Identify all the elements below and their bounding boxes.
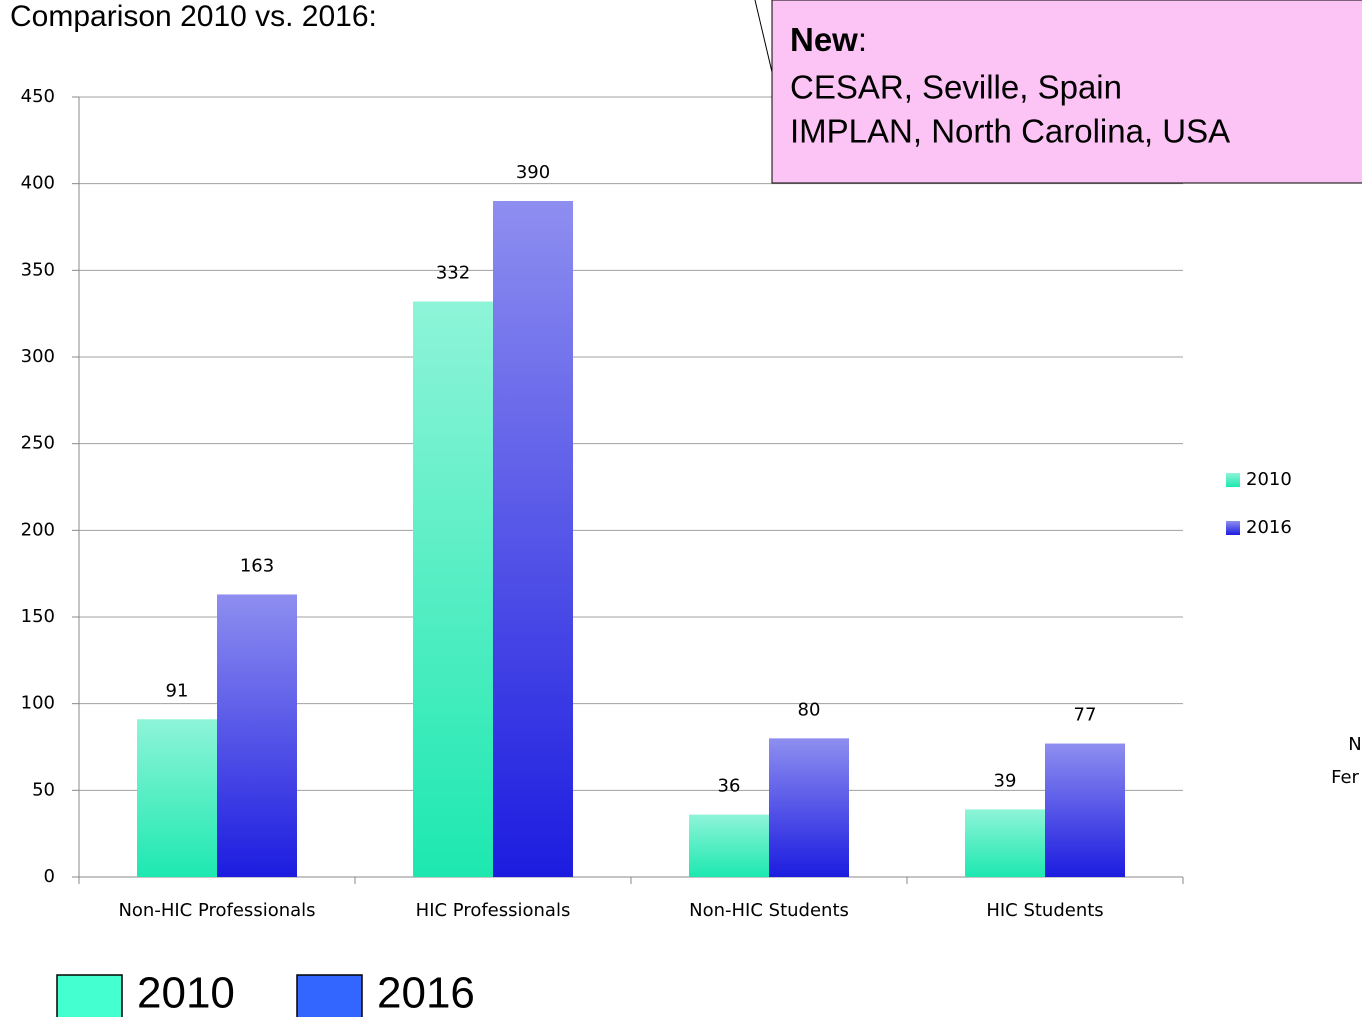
data-label: 77 bbox=[1074, 705, 1097, 726]
y-tick-label: 200 bbox=[21, 519, 55, 540]
legend-swatch bbox=[1226, 521, 1240, 535]
legend-box-label: 2010 bbox=[137, 969, 235, 1017]
annotation: N bbox=[1348, 734, 1361, 755]
bar bbox=[217, 594, 297, 877]
y-tick-label: 400 bbox=[21, 173, 55, 194]
data-label: 39 bbox=[994, 770, 1017, 791]
legend-box bbox=[56, 974, 123, 1017]
legend-box-label: 2016 bbox=[377, 969, 475, 1017]
data-label: 36 bbox=[718, 776, 741, 797]
bar bbox=[137, 719, 217, 877]
annotation: Fer bbox=[1331, 767, 1359, 788]
data-label: 80 bbox=[798, 699, 821, 720]
bar bbox=[689, 814, 769, 877]
bar bbox=[769, 738, 849, 877]
callout-pointer bbox=[754, 0, 773, 73]
bar bbox=[493, 201, 573, 877]
legend-label: 2016 bbox=[1246, 517, 1292, 538]
y-tick-label: 300 bbox=[21, 346, 55, 367]
legend-swatch bbox=[1226, 473, 1240, 487]
y-tick-label: 250 bbox=[21, 433, 55, 454]
y-tick-label: 0 bbox=[44, 866, 55, 887]
x-tick-label: HIC Professionals bbox=[416, 900, 571, 921]
x-tick-label: HIC Students bbox=[986, 900, 1103, 921]
bar bbox=[413, 301, 493, 877]
bar bbox=[1045, 743, 1125, 877]
x-tick-label: Non-HIC Students bbox=[689, 900, 849, 921]
y-tick-label: 150 bbox=[21, 606, 55, 627]
legend-box bbox=[296, 974, 363, 1017]
data-label: 163 bbox=[240, 555, 274, 576]
callout-line: CESAR, Seville, Spain bbox=[790, 69, 1122, 106]
callout-line: IMPLAN, North Carolina, USA bbox=[790, 113, 1230, 150]
y-tick-label: 100 bbox=[21, 693, 55, 714]
y-tick-label: 50 bbox=[32, 779, 55, 800]
x-tick-label: Non-HIC Professionals bbox=[118, 900, 315, 921]
callout-heading: New: bbox=[790, 21, 867, 58]
data-label: 91 bbox=[166, 680, 189, 701]
y-tick-label: 350 bbox=[21, 259, 55, 280]
chart-title: Comparison 2010 vs. 2016: bbox=[10, 0, 377, 33]
callout-box bbox=[771, 0, 1362, 184]
bar bbox=[965, 809, 1045, 877]
data-label: 390 bbox=[516, 162, 550, 183]
y-tick-label: 450 bbox=[21, 86, 55, 107]
data-label: 332 bbox=[436, 263, 470, 284]
legend-label: 2010 bbox=[1246, 469, 1292, 490]
